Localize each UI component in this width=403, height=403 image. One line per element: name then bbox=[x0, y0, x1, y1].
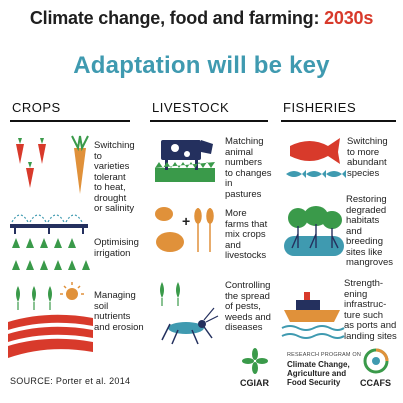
column-heading-crops: CROPS bbox=[12, 100, 61, 115]
cgiar-logo-icon bbox=[242, 348, 268, 374]
livestock-item-1-text: Matching animal numbers to changes in pa… bbox=[225, 136, 272, 200]
source-citation: SOURCE: Porter et al. 2014 bbox=[10, 376, 131, 386]
title-year: 2030s bbox=[324, 8, 374, 28]
cgiar-logo-text: CGIAR bbox=[240, 378, 269, 388]
column-heading-livestock: LIVESTOCK bbox=[152, 100, 230, 115]
mangroves-icon bbox=[284, 206, 344, 256]
page-subtitle: Adaptation will be key bbox=[73, 52, 330, 79]
program-name: Climate Change, Agriculture and Food Sec… bbox=[287, 360, 350, 387]
fish-species-icon bbox=[286, 138, 346, 178]
grasshopper-pest-icon bbox=[160, 282, 219, 345]
ccafs-logo-icon bbox=[363, 348, 389, 374]
svg-text:+: + bbox=[182, 213, 190, 229]
crops-item-2-text: Optimising irrigation bbox=[94, 237, 139, 259]
page-title: Climate change, food and farming: 2030s bbox=[0, 8, 403, 29]
livestock-item-2-text: More farms that mix crops and livestocks bbox=[225, 208, 268, 261]
livestock-item-3-text: Controlling the spread of pests, weeds a… bbox=[225, 280, 271, 333]
column-divider-crops bbox=[10, 120, 130, 122]
fisheries-item-3-text: Strength- ening infrastruc- ture such as… bbox=[344, 278, 397, 342]
boat-port-icon bbox=[281, 292, 345, 339]
sheep-and-wheat-icon: + bbox=[155, 207, 214, 252]
soil-field-icon bbox=[8, 282, 93, 358]
fisheries-item-1-text: Switching to more abundant species bbox=[347, 136, 388, 179]
ccafs-logo-text: CCAFS bbox=[360, 378, 391, 388]
column-heading-fisheries: FISHERIES bbox=[283, 100, 357, 115]
crops-item-3-text: Managing soil nutrients and erosion bbox=[94, 290, 144, 333]
fisheries-item-2-text: Restoring degraded habitats and breeding… bbox=[346, 194, 393, 268]
irrigation-icon bbox=[10, 214, 90, 270]
column-divider-livestock bbox=[150, 120, 268, 122]
carrots-icon bbox=[16, 135, 89, 194]
title-main: Climate change, food and farming: bbox=[29, 8, 325, 28]
program-label: RESEARCH PROGRAM ON bbox=[287, 352, 362, 358]
column-divider-fisheries bbox=[281, 120, 396, 122]
crops-item-1-text: Switching to varieties tolerant to heat,… bbox=[94, 140, 135, 214]
cow-pasture-icon bbox=[155, 140, 215, 182]
